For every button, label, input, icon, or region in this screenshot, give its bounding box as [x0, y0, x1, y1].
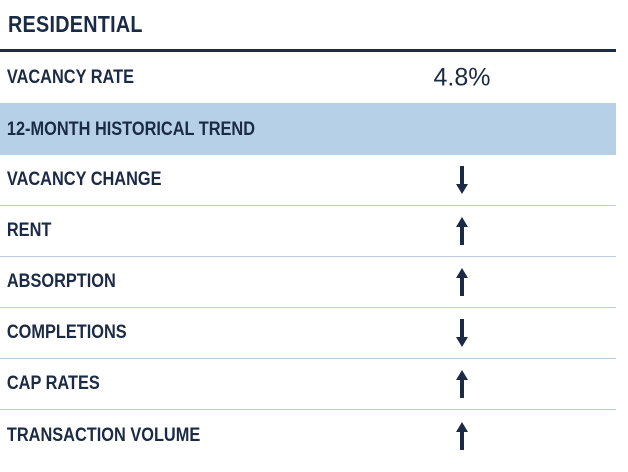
page-title: RESIDENTIAL	[8, 11, 143, 37]
arrow-down-icon	[455, 318, 469, 348]
section-header-label: 12-MONTH HISTORICAL TREND	[6, 118, 256, 140]
trend-label: TRANSACTION VOLUME	[6, 424, 201, 446]
trend-row-transaction-volume: TRANSACTION VOLUME	[0, 410, 616, 461]
arrow-up-icon	[455, 369, 469, 399]
trend-row-completions: COMPLETIONS	[0, 308, 616, 359]
trend-label: ABSORPTION	[6, 271, 116, 292]
arrow-up-icon	[455, 216, 469, 246]
trend-label: COMPLETIONS	[6, 322, 127, 343]
trend-row-absorption: ABSORPTION	[0, 257, 616, 308]
trend-row-cap-rates: CAP RATES	[0, 359, 616, 410]
trend-row-rent: RENT	[0, 206, 616, 257]
vacancy-rate-label: VACANCY RATE	[6, 66, 134, 88]
trend-row-vacancy-change: VACANCY CHANGE	[0, 155, 616, 206]
arrow-up-icon	[455, 421, 469, 451]
arrow-up-icon	[455, 267, 469, 297]
arrow-down-icon	[455, 165, 469, 195]
header-bar: RESIDENTIAL	[0, 0, 616, 52]
vacancy-rate-row: VACANCY RATE 4.8%	[0, 52, 616, 104]
vacancy-rate-value: 4.8%	[433, 63, 491, 91]
section-header-historical-trend: 12-MONTH HISTORICAL TREND	[0, 104, 616, 155]
trend-label: VACANCY CHANGE	[6, 169, 162, 190]
trend-label: RENT	[6, 220, 52, 241]
trend-label: CAP RATES	[6, 373, 100, 394]
